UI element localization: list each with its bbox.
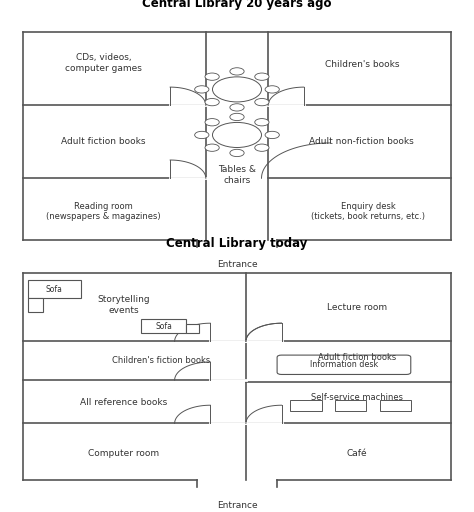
Bar bbox=[27, 298, 43, 312]
Text: Information desk: Information desk bbox=[310, 360, 378, 369]
Text: Children's books: Children's books bbox=[325, 60, 399, 69]
Bar bbox=[335, 399, 366, 411]
Circle shape bbox=[212, 122, 262, 147]
Text: Self-service machines: Self-service machines bbox=[311, 393, 403, 402]
Text: Entrance: Entrance bbox=[217, 501, 257, 510]
Text: Sofa: Sofa bbox=[155, 322, 172, 331]
Text: All reference books: All reference books bbox=[80, 398, 167, 408]
Text: Adult fiction books: Adult fiction books bbox=[318, 353, 396, 362]
FancyBboxPatch shape bbox=[277, 355, 411, 374]
Circle shape bbox=[212, 77, 262, 102]
Circle shape bbox=[255, 98, 269, 106]
Text: Tables &
chairs: Tables & chairs bbox=[218, 165, 256, 184]
Text: Computer room: Computer room bbox=[88, 449, 159, 458]
Circle shape bbox=[255, 144, 269, 152]
Circle shape bbox=[205, 119, 219, 126]
Text: Lecture room: Lecture room bbox=[327, 303, 387, 312]
Circle shape bbox=[230, 113, 244, 121]
Text: CDs, videos,
computer games: CDs, videos, computer games bbox=[65, 53, 142, 73]
Text: Children's fiction books: Children's fiction books bbox=[112, 356, 210, 365]
Text: Central Library today: Central Library today bbox=[166, 237, 308, 250]
Bar bbox=[27, 280, 81, 298]
Text: Adult fiction books: Adult fiction books bbox=[61, 137, 146, 146]
Text: Storytelling
events: Storytelling events bbox=[97, 295, 150, 315]
Circle shape bbox=[205, 98, 219, 106]
Text: Enquiry desk
(tickets, book returns, etc.): Enquiry desk (tickets, book returns, etc… bbox=[311, 202, 426, 221]
Circle shape bbox=[230, 104, 244, 111]
Text: Sofa: Sofa bbox=[46, 285, 63, 293]
Circle shape bbox=[195, 131, 209, 139]
Text: Central Library 20 years ago: Central Library 20 years ago bbox=[142, 0, 332, 10]
Bar bbox=[291, 399, 322, 411]
Circle shape bbox=[195, 86, 209, 93]
Circle shape bbox=[265, 86, 279, 93]
Circle shape bbox=[230, 68, 244, 75]
Bar bbox=[141, 318, 186, 333]
Circle shape bbox=[205, 144, 219, 152]
Circle shape bbox=[205, 73, 219, 80]
Bar bbox=[380, 399, 411, 411]
Circle shape bbox=[255, 73, 269, 80]
Text: Café: Café bbox=[347, 449, 368, 458]
Bar bbox=[186, 324, 199, 333]
Text: Reading room
(newspapers & magazines): Reading room (newspapers & magazines) bbox=[46, 202, 161, 221]
Circle shape bbox=[230, 150, 244, 157]
Text: Entrance: Entrance bbox=[217, 260, 257, 269]
Text: Adult non-fiction books: Adult non-fiction books bbox=[310, 137, 414, 146]
Circle shape bbox=[255, 119, 269, 126]
Circle shape bbox=[265, 131, 279, 139]
